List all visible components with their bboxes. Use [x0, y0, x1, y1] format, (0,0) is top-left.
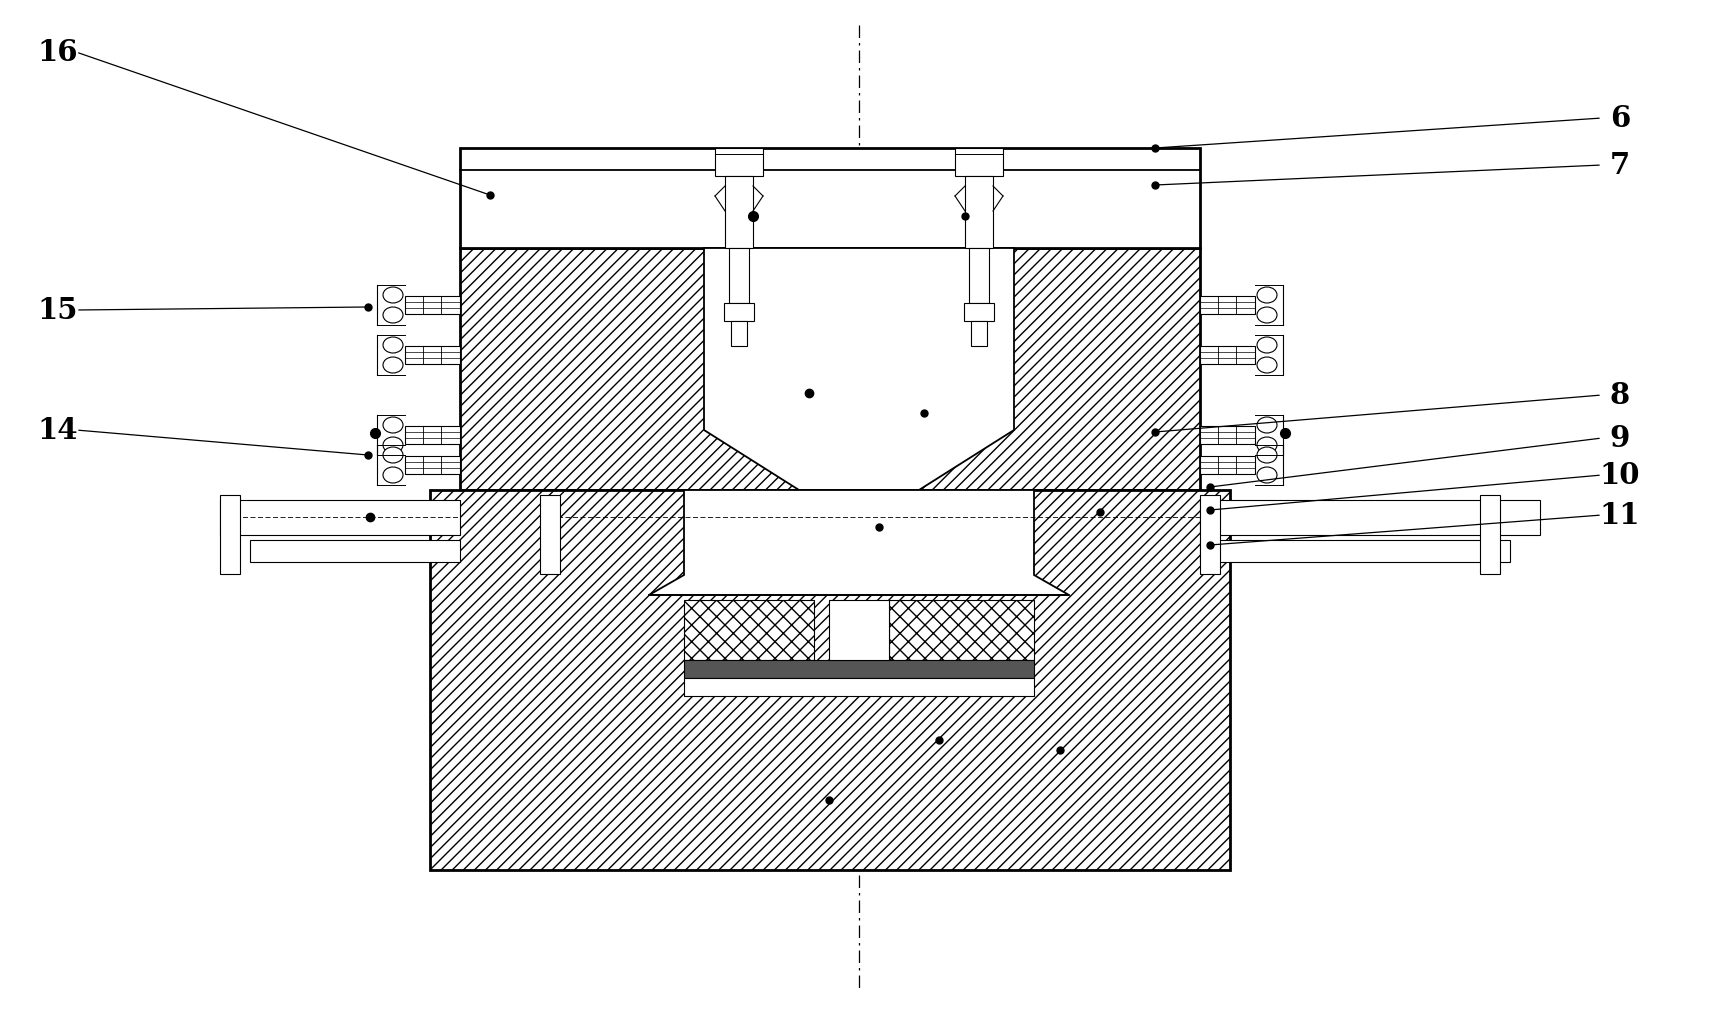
Ellipse shape: [1257, 447, 1277, 463]
Bar: [889, 600, 1035, 660]
Bar: [406, 296, 461, 314]
Bar: [1480, 495, 1501, 574]
Text: 10: 10: [1600, 461, 1640, 489]
Text: 16: 16: [38, 38, 79, 66]
Ellipse shape: [383, 417, 402, 433]
Text: 7: 7: [1611, 151, 1630, 179]
Text: 9: 9: [1609, 423, 1630, 453]
Bar: [729, 248, 749, 303]
Bar: [430, 490, 1231, 870]
Ellipse shape: [1257, 417, 1277, 433]
Bar: [220, 495, 241, 574]
Bar: [725, 176, 753, 248]
Text: 15: 15: [38, 296, 79, 324]
Bar: [731, 321, 748, 346]
Bar: [724, 303, 755, 321]
Bar: [1200, 540, 1509, 562]
Ellipse shape: [383, 287, 402, 303]
Bar: [970, 248, 988, 303]
Text: 8: 8: [1611, 380, 1630, 410]
Ellipse shape: [383, 307, 402, 323]
Ellipse shape: [383, 437, 402, 453]
Bar: [406, 456, 461, 474]
Ellipse shape: [383, 447, 402, 463]
Bar: [461, 148, 1200, 248]
Bar: [829, 600, 889, 660]
Bar: [715, 148, 763, 176]
Bar: [684, 660, 1035, 678]
Text: 14: 14: [38, 416, 79, 444]
Ellipse shape: [1257, 467, 1277, 483]
Ellipse shape: [1257, 287, 1277, 303]
Bar: [1200, 456, 1255, 474]
Ellipse shape: [383, 337, 402, 353]
Bar: [964, 303, 994, 321]
Ellipse shape: [1257, 337, 1277, 353]
Bar: [461, 248, 1200, 490]
Ellipse shape: [1257, 437, 1277, 453]
Bar: [1200, 500, 1540, 535]
Bar: [964, 176, 994, 248]
Bar: [971, 321, 987, 346]
Bar: [540, 495, 560, 574]
Ellipse shape: [1257, 307, 1277, 323]
Ellipse shape: [383, 467, 402, 483]
Bar: [684, 600, 815, 660]
Bar: [1200, 495, 1220, 574]
Bar: [1200, 426, 1255, 444]
Bar: [220, 500, 461, 535]
Ellipse shape: [383, 357, 402, 373]
Bar: [406, 346, 461, 364]
Bar: [956, 148, 1002, 176]
Bar: [684, 678, 1035, 696]
Bar: [1200, 296, 1255, 314]
Bar: [406, 426, 461, 444]
Ellipse shape: [1257, 357, 1277, 373]
Text: 6: 6: [1609, 104, 1630, 132]
Bar: [249, 540, 461, 562]
Text: 11: 11: [1600, 500, 1640, 530]
Bar: [1200, 346, 1255, 364]
Polygon shape: [650, 490, 1069, 595]
Polygon shape: [705, 248, 1014, 490]
